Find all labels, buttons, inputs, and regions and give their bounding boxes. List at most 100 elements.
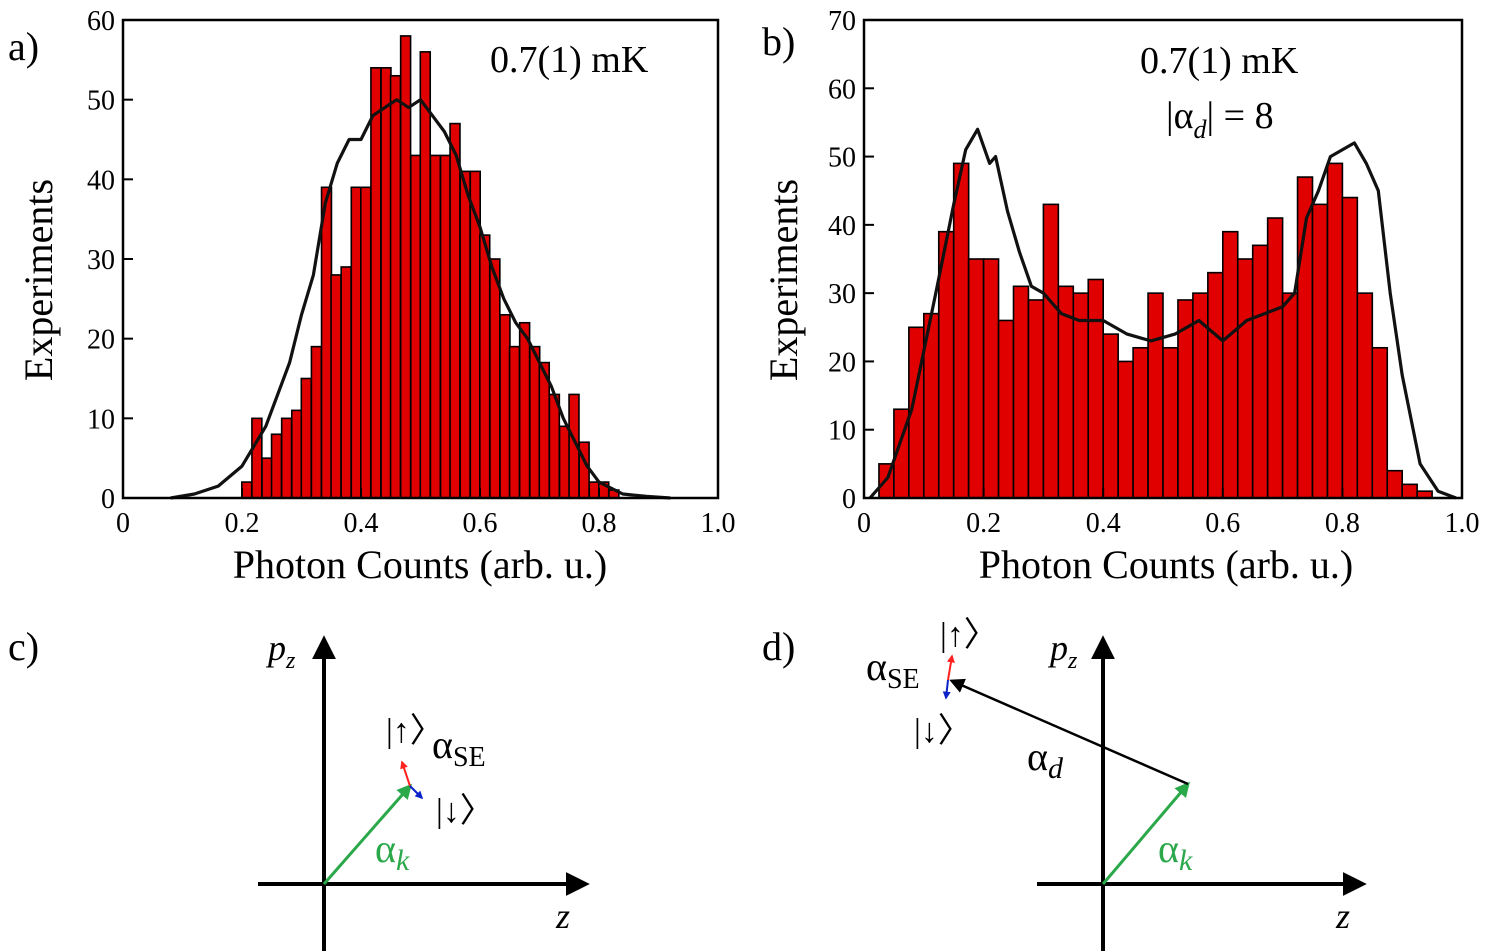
bar-a-11 (350, 186, 362, 499)
up-arrow-d (947, 654, 955, 681)
bar-b-14 (1087, 278, 1104, 499)
bar-a-22 (459, 170, 471, 499)
chart-b: b) 0 0.2 0.4 0.6 0.8 1.0 0 10 20 30 40 50 60 70 0.7(1… (761, 6, 1480, 587)
ytick-label-b-6: 60 (828, 74, 856, 105)
panel-label-b: b) (762, 19, 795, 64)
pz-main-c: p (265, 628, 286, 668)
bar-b-5 (952, 162, 970, 499)
alpha-k-main-c: α (375, 826, 396, 871)
bar-b-33 (1371, 346, 1389, 499)
diagram-c: c) pz z αk αSE |↑〉 |↓〉 (8, 624, 590, 951)
alpha-d-label: αd (1027, 734, 1064, 785)
bar-a-30 (538, 361, 551, 499)
bar-a-8 (320, 186, 333, 499)
bar-a-13 (370, 67, 382, 499)
alpha-k-sub-d: k (1179, 844, 1193, 877)
xtick-label-a-1: 0.2 (225, 508, 260, 539)
fit-curve-a (170, 98, 671, 500)
alpha-k-label-d: αk (1158, 826, 1193, 877)
bar-b-30 (1326, 162, 1344, 499)
bar-b-22 (1207, 271, 1224, 499)
bar-a-35 (588, 481, 600, 499)
diagram-d: d) pz z αk αd αSE |↑〉 |↓〉 (762, 617, 1367, 951)
annotation-b-sub: d (1194, 115, 1208, 144)
bar-a-20 (439, 154, 452, 499)
bar-a-29 (528, 345, 541, 499)
ytick-label-b-0: 0 (842, 484, 856, 515)
xtick-label-a-3: 0.6 (463, 508, 498, 539)
ticks-b: 0 0.2 0.4 0.6 0.8 1.0 0 10 20 30 40 50 60 70 (828, 6, 1480, 539)
ylabel-b: Experiments (761, 179, 806, 381)
ytick-label-b-5: 50 (828, 143, 856, 174)
bar-a-26 (499, 313, 511, 499)
chart-a: a) 0 0.2 0.4 0.6 0.8 1.0 0 10 20 30 40 50 60 0.7(1) … (8, 6, 736, 587)
xtick-label-b-0: 0 (857, 508, 871, 539)
xtick-label-a-5: 1.0 (701, 508, 736, 539)
bar-a-10 (340, 266, 352, 499)
ytick-label-a-1: 10 (87, 404, 115, 435)
ytick-label-a-0: 0 (101, 484, 115, 515)
annotation-a: 0.7(1) mK (490, 39, 649, 81)
bar-b-29 (1311, 203, 1329, 499)
bar-a-5 (290, 409, 303, 499)
bar-b-8 (997, 319, 1015, 499)
xtick-label-a-4: 0.8 (582, 508, 617, 539)
ytick-label-a-4: 40 (87, 165, 115, 196)
bar-b-15 (1102, 333, 1119, 499)
ytick-label-a-5: 50 (87, 86, 115, 117)
z-label-d: z (1335, 896, 1350, 936)
xtick-label-a-0: 0 (116, 508, 130, 539)
bar-b-7 (982, 258, 1000, 499)
bar-a-31 (548, 393, 561, 499)
ylabel-a: Experiments (16, 179, 61, 381)
bar-a-24 (479, 234, 491, 499)
bar-a-6 (300, 377, 313, 499)
alpha-k-arrow-c (322, 783, 412, 885)
bar-b-25 (1251, 244, 1269, 499)
ket-up-d: |↑〉 (940, 617, 998, 654)
ytick-label-b-7: 70 (828, 6, 856, 37)
bar-a-32 (558, 425, 571, 499)
ytick-label-a-6: 60 (87, 6, 115, 37)
bar-a-2 (261, 457, 273, 499)
bar-b-34 (1386, 469, 1403, 499)
bar-b-6 (967, 258, 985, 499)
ticks-a: 0 0.2 0.4 0.6 0.8 1.0 0 10 20 30 40 50 60 (87, 6, 736, 539)
bars-b (878, 162, 1433, 499)
bar-a-0 (241, 481, 253, 499)
bar-b-11 (1042, 203, 1060, 499)
bar-a-28 (518, 321, 531, 499)
ytick-label-a-2: 20 (87, 325, 115, 356)
bar-a-4 (280, 417, 293, 499)
ket-down-d: |↓〉 (914, 713, 972, 750)
plot-frame-b (862, 18, 1464, 500)
panel-label-d: d) (762, 624, 795, 669)
bar-b-31 (1341, 196, 1359, 499)
bar-a-14 (380, 67, 392, 499)
pz-label-d: pz (1047, 628, 1078, 674)
bar-b-18 (1147, 292, 1164, 499)
alpha-se-label-c: αSE (432, 722, 486, 773)
up-arrow-c (400, 760, 411, 787)
bar-a-7 (310, 345, 323, 499)
annotation-b: 0.7(1) mK (1140, 40, 1299, 82)
ket-up-c: |↑〉 (386, 713, 444, 750)
bar-a-12 (360, 186, 372, 499)
xtick-label-b-5: 1.0 (1445, 508, 1480, 539)
bar-b-32 (1356, 292, 1374, 499)
bar-b-9 (1012, 285, 1030, 499)
xtick-label-b-3: 0.6 (1205, 508, 1240, 539)
xlabel-a: Photon Counts (arb. u.) (233, 542, 607, 587)
alpha-se-sub-c: SE (453, 742, 486, 773)
bar-a-27 (508, 345, 521, 499)
bar-a-1 (251, 417, 263, 499)
panel-label-a: a) (8, 24, 39, 69)
bar-b-19 (1162, 346, 1179, 499)
bar-b-26 (1266, 217, 1284, 499)
bar-a-25 (489, 258, 501, 499)
xtick-label-a-2: 0.4 (344, 508, 379, 539)
alpha-se-sub-d: SE (887, 664, 920, 695)
bar-b-10 (1027, 299, 1045, 499)
ytick-label-b-3: 30 (828, 279, 856, 310)
